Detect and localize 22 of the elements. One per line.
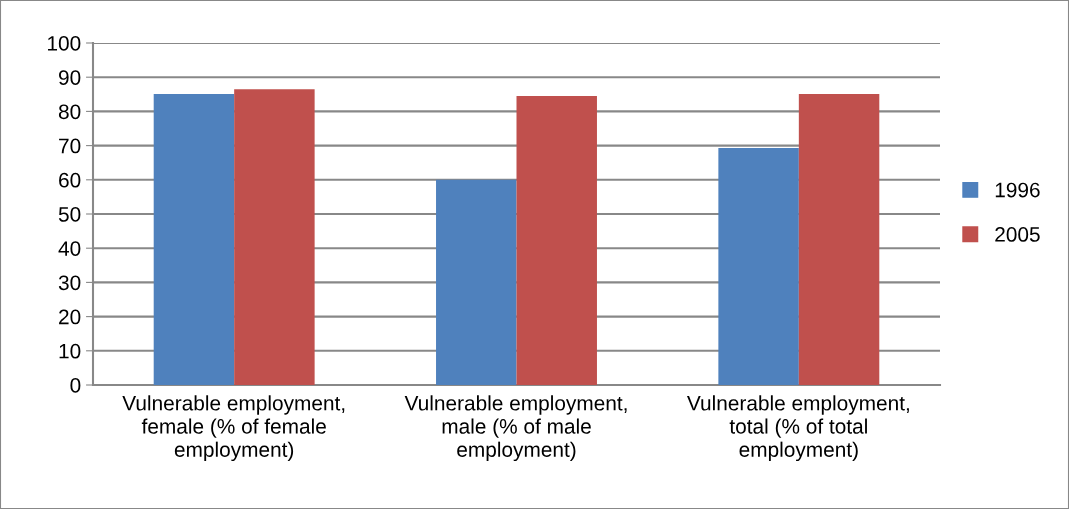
- x-tick-label: Vulnerable employment, male (% of male employment): [404, 395, 627, 462]
- bar: [718, 147, 799, 385]
- bar: [234, 89, 315, 385]
- y-tick-label: 20: [59, 309, 81, 325]
- y-tick-label: 50: [58, 207, 81, 222]
- bar: [153, 93, 235, 385]
- legend-label: 2005: [995, 227, 1040, 242]
- x-tick-label: Vulnerable employment, female (% of female employment): [122, 395, 345, 462]
- bar: [436, 179, 517, 385]
- bar: [516, 96, 597, 385]
- y-tick-label: 80: [58, 104, 81, 120]
- y-tick-label: 0: [70, 378, 81, 393]
- bar: [798, 93, 880, 385]
- y-tick-label: 100: [48, 36, 81, 51]
- y-tick-label: 30: [58, 275, 81, 291]
- legend-label: 1996: [995, 182, 1040, 198]
- x-tick-label: Vulnerable employment, total (% of total employment): [686, 395, 909, 462]
- y-tick-label: 60: [59, 172, 81, 188]
- y-tick-label: 70: [59, 138, 81, 154]
- y-tick-label: 40: [58, 241, 81, 256]
- y-tick-label: 90: [59, 70, 81, 85]
- y-tick-label: 10: [59, 343, 81, 359]
